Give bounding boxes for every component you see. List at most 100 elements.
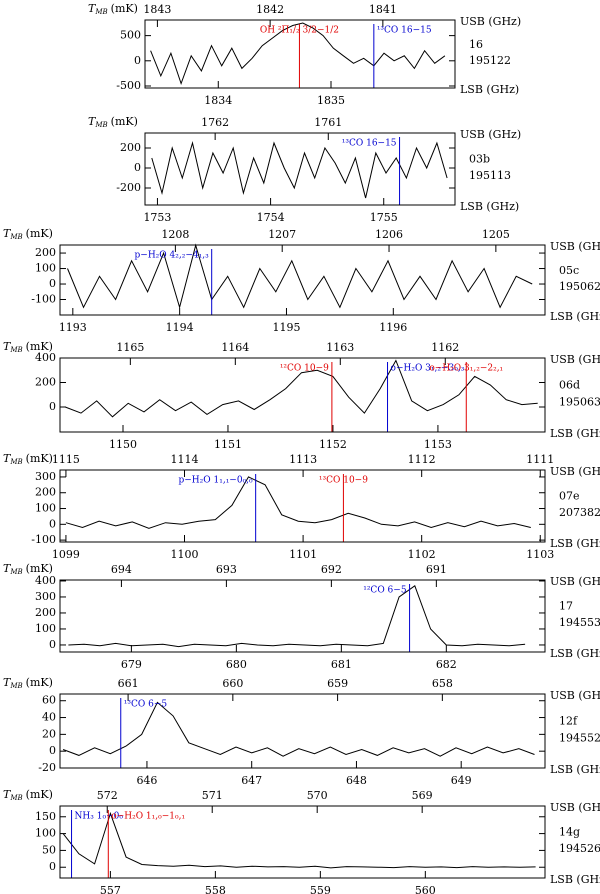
x2-tick-label: 1112	[408, 453, 436, 466]
x-tick-label: 1834	[204, 94, 232, 107]
line-label: o−H₂O 3₁,₂−2₂,₁	[429, 364, 503, 374]
x-tick-label: 1754	[257, 211, 285, 224]
x2-axis-label: USB (GHz)	[460, 15, 521, 28]
panel-id: 05c	[559, 264, 579, 277]
line-label: ¹³CO 6−5	[124, 700, 168, 710]
y-axis-label: TMB (mK)	[3, 452, 53, 466]
x-axis-label: LSB (GHz)	[460, 200, 519, 213]
x-tick-label: 1103	[526, 548, 554, 561]
y-tick-label: 100	[35, 262, 56, 275]
x2-tick-label: 1113	[289, 453, 317, 466]
x2-axis-label: USB (GHz)	[550, 240, 600, 253]
x2-tick-label: 659	[327, 677, 348, 690]
y-tick-label: 100	[35, 502, 56, 515]
plot-frame	[59, 244, 546, 316]
x-tick-label: 1194	[166, 321, 194, 334]
panel-id: 16	[469, 38, 483, 51]
y-tick-label: -500	[116, 79, 141, 92]
x-tick-label: 1101	[289, 548, 317, 561]
x2-tick-label: 1208	[161, 228, 189, 241]
y-label-subscript: MB	[9, 568, 22, 576]
x2-tick-label: 1162	[431, 341, 459, 354]
x-tick-label: 559	[310, 884, 331, 894]
x2-tick-label: 1114	[171, 453, 199, 466]
x2-tick-label: 1164	[221, 341, 249, 354]
spectrum	[65, 476, 531, 529]
y-label-symbol: T	[88, 2, 97, 15]
spectrum	[62, 701, 535, 757]
x2-tick-label: 1843	[143, 3, 171, 16]
x-tick-label: 1102	[408, 548, 436, 561]
y-label-unit: (mK)	[26, 227, 53, 240]
y-label-unit: (mK)	[26, 788, 53, 801]
plot-frame	[59, 579, 546, 653]
y-label-subscript: MB	[94, 8, 107, 16]
panel-id: 14g	[559, 826, 580, 839]
x2-tick-label: 1206	[375, 228, 403, 241]
y-label-symbol: T	[3, 562, 12, 575]
y-tick-label: 400	[35, 574, 56, 587]
x2-tick-label: 1761	[314, 116, 342, 129]
y-axis-label: TMB (mK)	[3, 340, 53, 354]
x2-axis-label: USB (GHz)	[550, 575, 600, 588]
x-tick-label: 560	[415, 884, 436, 894]
y-label-subscript: MB	[94, 121, 107, 129]
y-axis-label: TMB (mK)	[88, 2, 138, 16]
x2-tick-label: 691	[426, 563, 447, 576]
panel-id: 07e	[559, 490, 580, 503]
x-tick-label: 1153	[424, 438, 452, 451]
y-label-symbol: T	[3, 676, 12, 689]
obs-id: 194526	[559, 842, 600, 855]
panel-id: 17	[559, 600, 573, 613]
y-axis-label: TMB (mK)	[3, 562, 53, 576]
x-axis-label: LSB (GHz)	[550, 310, 600, 323]
x-tick-label: 558	[205, 884, 226, 894]
spectrum	[65, 359, 538, 418]
y-tick-label: 0	[49, 400, 56, 413]
spectrum	[67, 243, 533, 310]
y-label-symbol: T	[3, 452, 12, 465]
y-label-unit: (mK)	[26, 340, 53, 353]
y-label-subscript: MB	[9, 233, 22, 241]
spectrum	[150, 22, 446, 86]
y-tick-label: 100	[35, 827, 56, 840]
x2-tick-label: 693	[216, 563, 237, 576]
x2-tick-label: 660	[222, 677, 243, 690]
x-tick-label: 1195	[272, 321, 300, 334]
line-label: p−H₂O 1₁,₁−0₀,₀	[179, 476, 254, 486]
y-tick-label: -20	[38, 761, 56, 774]
x-axis-label: LSB (GHz)	[550, 427, 600, 440]
y-tick-label: 150	[35, 810, 56, 823]
x2-axis-label: USB (GHz)	[550, 353, 600, 366]
y-tick-label: 0	[134, 54, 141, 67]
line-label: ¹³CO 16−15	[342, 139, 397, 149]
obs-id: 207382	[559, 506, 600, 519]
x2-tick-label: 570	[307, 789, 328, 802]
y-axis-label: TMB (mK)	[3, 676, 53, 690]
x2-tick-label: 1207	[268, 228, 296, 241]
y-tick-label: 200	[35, 486, 56, 499]
x-tick-label: 1835	[317, 94, 345, 107]
obs-id: 194552	[559, 731, 600, 744]
line-label: o−H₂O 3₁,₂−3₀,₃	[391, 364, 465, 374]
y-tick-label: 50	[42, 843, 56, 856]
y-tick-label: 0	[49, 277, 56, 290]
y-label-unit: (mK)	[26, 452, 53, 465]
plot-frame	[59, 693, 546, 769]
x-tick-label: 1151	[214, 438, 242, 451]
line-label: ¹³CO 16−15	[377, 26, 432, 36]
panel-id: 03b	[469, 153, 490, 166]
y-axis-label: TMB (mK)	[3, 227, 53, 241]
x-tick-label: 1099	[52, 548, 80, 561]
x-tick-label: 681	[331, 658, 352, 671]
y-tick-label: -100	[31, 533, 56, 546]
x-axis-label: LSB (GHz)	[460, 83, 519, 96]
y-label-symbol: T	[3, 227, 12, 240]
obs-id: 195062	[559, 280, 600, 293]
x-tick-label: 648	[346, 774, 367, 787]
line-label: ¹²CO 10−9	[280, 364, 329, 374]
x-tick-label: 1196	[379, 321, 407, 334]
x2-axis-label: USB (GHz)	[550, 465, 600, 478]
y-tick-label: 100	[35, 622, 56, 635]
y-tick-label: 500	[120, 29, 141, 42]
